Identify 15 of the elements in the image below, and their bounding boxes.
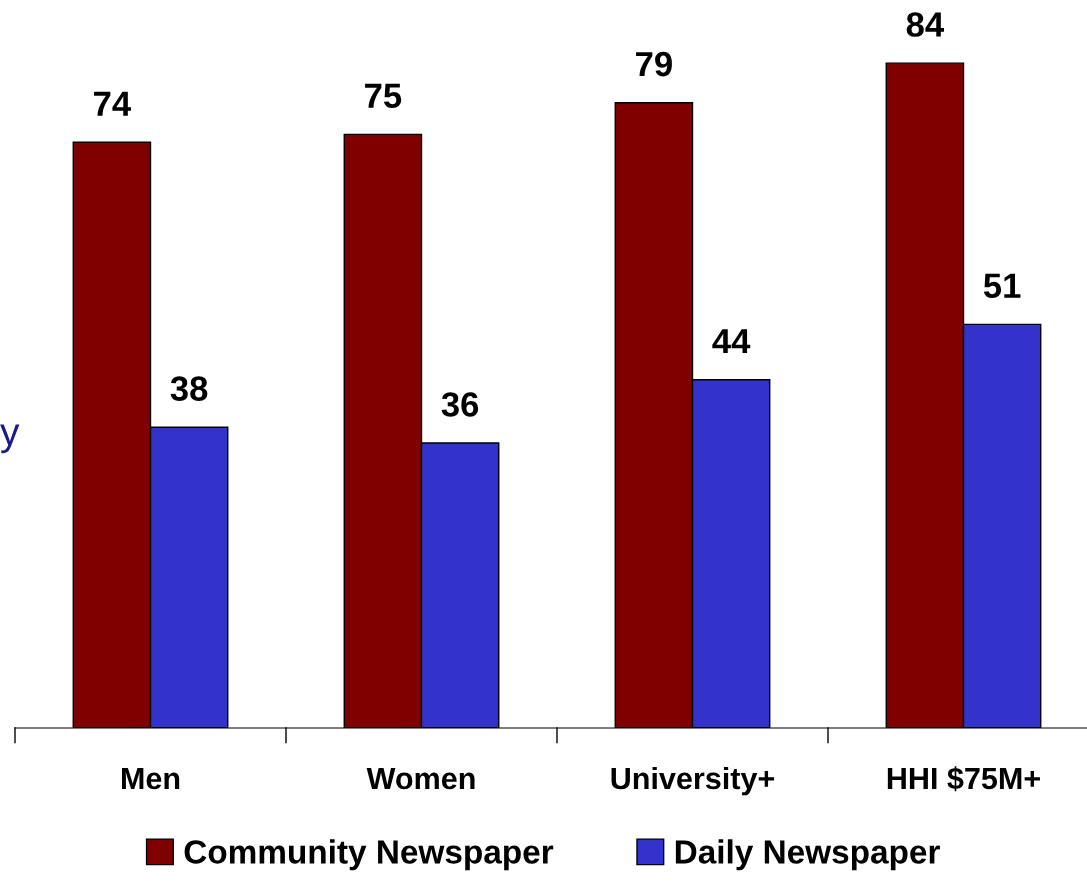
data-label: 51	[983, 273, 1021, 299]
data-label: 84	[906, 12, 945, 37]
data-label: 79	[636, 51, 672, 77]
x-tick-label: University+	[611, 766, 775, 796]
legend-label: Daily Newspaper	[675, 839, 940, 871]
x-tick-label: Women	[366, 768, 475, 790]
data-label: 74	[94, 91, 132, 116]
annotation: y	[0, 424, 20, 454]
data-label: 75	[365, 83, 402, 109]
x-tick-label: HHI $75M+	[887, 766, 1040, 792]
x-tick-label: Men	[121, 768, 180, 790]
data-label: 38	[170, 376, 208, 401]
data-label: 44	[712, 329, 751, 354]
data-label: 36	[441, 392, 479, 417]
legend-label: Community Newspaper	[184, 839, 554, 871]
